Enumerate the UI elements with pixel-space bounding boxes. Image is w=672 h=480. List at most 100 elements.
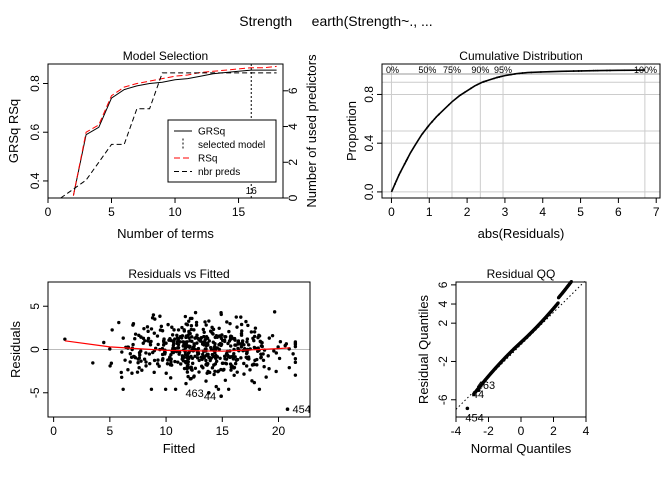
resid-fitted-point bbox=[139, 335, 143, 339]
series-rsq bbox=[72, 65, 277, 196]
resid-fitted-point bbox=[239, 331, 244, 336]
resid-fitted-point bbox=[245, 337, 250, 341]
resid-fitted-point bbox=[158, 314, 162, 318]
resid-fitted-point bbox=[274, 351, 279, 355]
resid-fitted-point bbox=[196, 352, 200, 356]
resid-fitted-y-tick-label: 0 bbox=[28, 346, 42, 353]
resid-fitted-point bbox=[210, 366, 215, 370]
cumdist-point bbox=[495, 76, 498, 79]
resid-fitted-point bbox=[283, 343, 287, 348]
cumdist-point bbox=[459, 93, 462, 96]
resid-fitted-point bbox=[204, 358, 208, 363]
cumdist-point bbox=[470, 87, 472, 90]
cumdist-point bbox=[431, 120, 434, 123]
qq-y-tick-label: 2 bbox=[436, 320, 450, 327]
qq-x-tick-label: 0 bbox=[518, 424, 525, 438]
resid-fitted-point bbox=[170, 325, 174, 329]
cumdist-x-tick-label: 4 bbox=[539, 205, 546, 219]
resid-fitted-point bbox=[192, 374, 196, 378]
resid-fitted-point bbox=[160, 352, 165, 357]
resid-fitted-point bbox=[276, 345, 280, 349]
model-selection-y-tick-label: 0.4 bbox=[28, 172, 42, 189]
resid-fitted-point bbox=[152, 331, 157, 335]
resid-fitted-point bbox=[139, 359, 143, 363]
resid-fitted-point bbox=[205, 363, 209, 367]
resid-fitted-point bbox=[147, 352, 152, 356]
resid-fitted-point bbox=[162, 337, 166, 341]
resid-fitted-point bbox=[203, 320, 207, 324]
qq-x-tick-label: 4 bbox=[583, 424, 590, 438]
resid-fitted-labeled-point bbox=[206, 390, 211, 395]
cumdist-x-tick-label: 0 bbox=[388, 205, 395, 219]
selected-model-label: 16 bbox=[246, 186, 258, 197]
resid-fitted-point bbox=[184, 322, 188, 326]
resid-fitted-point bbox=[166, 322, 170, 327]
resid-fitted-point bbox=[151, 313, 156, 317]
resid-fitted-point bbox=[209, 345, 213, 350]
resid-fitted-labeled-point bbox=[285, 407, 290, 412]
legend-label: RSq bbox=[198, 154, 217, 165]
resid-fitted-y-tick-label: 5 bbox=[28, 303, 42, 310]
resid-fitted-point bbox=[224, 335, 228, 339]
cumdist-point bbox=[596, 69, 599, 72]
resid-fitted-point bbox=[214, 334, 219, 338]
qq-title: Residual QQ bbox=[487, 267, 556, 281]
qq-x-tick-label: -2 bbox=[483, 424, 494, 438]
resid-fitted-point bbox=[193, 354, 197, 359]
cumdist-point bbox=[609, 69, 611, 72]
resid-fitted-point bbox=[179, 336, 184, 340]
resid-fitted-point bbox=[186, 374, 190, 379]
resid-fitted-point bbox=[128, 352, 133, 356]
cumdist-point bbox=[606, 69, 608, 72]
cumdist-ylabel: Proportion bbox=[344, 101, 359, 161]
resid-fitted-xlabel: Fitted bbox=[163, 441, 196, 456]
qq-x-tick-label: -4 bbox=[451, 424, 462, 438]
resid-fitted-point bbox=[210, 352, 215, 357]
qq-y-tick-label: -6 bbox=[436, 394, 450, 405]
main-title: Strength earth(Strength~., ... bbox=[239, 13, 433, 29]
resid-fitted-point bbox=[171, 343, 176, 348]
resid-fitted-point bbox=[242, 361, 246, 366]
resid-fitted-point bbox=[126, 368, 130, 372]
resid-fitted-point bbox=[213, 369, 217, 373]
cumdist-title: Cumulative Distribution bbox=[459, 49, 582, 63]
resid-fitted-point bbox=[242, 372, 246, 376]
qq-point bbox=[556, 301, 560, 305]
resid-fitted-point bbox=[262, 365, 266, 369]
model-selection-ylabel-right: Number of used predictors bbox=[304, 54, 319, 208]
resid-fitted-point bbox=[197, 370, 201, 374]
resid-fitted-point bbox=[173, 359, 177, 364]
resid-fitted-point bbox=[196, 346, 201, 351]
resid-fitted-point bbox=[233, 361, 238, 366]
resid-fitted-point bbox=[131, 342, 135, 347]
cumdist-point bbox=[476, 83, 479, 86]
resid-fitted-point bbox=[226, 341, 230, 346]
resid-fitted-point bbox=[199, 364, 204, 368]
resid-fitted-point bbox=[211, 332, 215, 336]
resid-fitted-point bbox=[204, 379, 208, 383]
resid-fitted-ylabel: Residuals bbox=[8, 320, 23, 378]
resid-fitted-point bbox=[214, 353, 218, 358]
resid-fitted-point bbox=[229, 368, 233, 372]
resid-fitted-point bbox=[144, 360, 148, 364]
resid-fitted-point bbox=[239, 322, 244, 327]
resid-fitted-point bbox=[252, 330, 257, 334]
resid-fitted-point bbox=[264, 375, 268, 379]
resid-fitted-point bbox=[223, 361, 228, 365]
resid-fitted-point bbox=[203, 340, 207, 344]
resid-fitted-point bbox=[226, 387, 231, 392]
qq-point-label: 44 bbox=[472, 389, 484, 401]
resid-fitted-point bbox=[130, 371, 134, 375]
resid-fitted-point bbox=[201, 352, 205, 357]
resid-fitted-point bbox=[225, 320, 229, 324]
resid-fitted-point bbox=[253, 326, 258, 330]
resid-fitted-point bbox=[155, 334, 160, 338]
cumdist-xlabel: abs(Residuals) bbox=[478, 226, 565, 241]
cumdist-y-tick-label: 0.4 bbox=[362, 135, 376, 152]
resid-fitted-point bbox=[178, 340, 182, 344]
resid-fitted-point bbox=[228, 355, 233, 359]
resid-fitted-point bbox=[160, 329, 165, 333]
resid-fitted-point bbox=[152, 358, 157, 363]
resid-fitted-point bbox=[173, 387, 178, 392]
resid-fitted-point bbox=[189, 327, 194, 332]
